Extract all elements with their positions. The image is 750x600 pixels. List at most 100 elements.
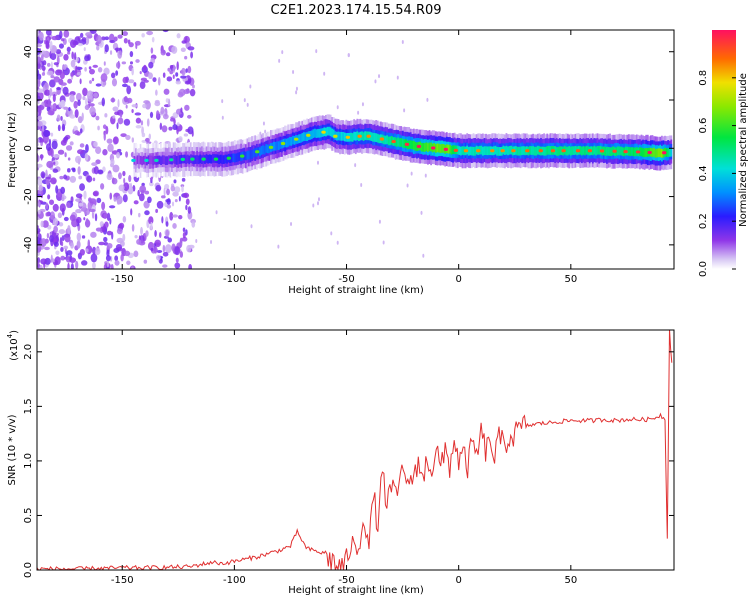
spectrogram-noise-blob: [122, 194, 128, 203]
spectrogram-noise-blob: [60, 82, 67, 86]
spectrogram-noise-blob: [41, 124, 45, 132]
spectrogram-noise-blob: [81, 235, 86, 239]
spectrogram-ridge-cell: [628, 147, 630, 156]
spectrogram-noise-blob: [78, 175, 83, 180]
spectrogram-noise-blob: [166, 76, 173, 82]
spectrogram-noise-blob: [141, 33, 145, 38]
spectrogram-noise-blob: [149, 111, 154, 119]
spectrogram-noise-blob: [95, 115, 100, 121]
spectrogram-ridge-cell: [150, 155, 153, 165]
spectrogram-speckle: [378, 219, 381, 224]
spectrogram-noise-blob: [114, 255, 119, 262]
snr-y-ticks: 0.0 0.5 1.0 1.5 2.0: [23, 344, 674, 578]
spectrogram-noise-blob: [61, 99, 66, 107]
spectrogram-ridge-cell: [450, 145, 453, 155]
spectrogram-noise-blob: [154, 230, 157, 238]
spectrogram-noise-blob: [37, 115, 43, 121]
spectrogram-noise-blob: [74, 155, 82, 164]
x-tick-label: -150: [111, 274, 134, 285]
spectrogram-ridge-cell: [249, 150, 252, 159]
spectrogram-ridge-cell: [634, 147, 637, 157]
spectrogram-noise-blob: [106, 173, 113, 181]
y-tick-label: 0.5: [23, 508, 34, 524]
spectrogram-ridge-cell: [164, 156, 167, 166]
spectrogram-noise-blob: [101, 97, 105, 107]
spectrogram-noise-blob: [128, 79, 135, 84]
spectrogram-noise-blob: [65, 145, 73, 151]
spectrogram-noise-blob: [69, 39, 77, 48]
spectrogram-noise-blob: [43, 129, 50, 138]
spectrogram-ridge-cell: [420, 142, 423, 152]
colorbar-tick-label: 0.2: [698, 213, 709, 229]
spectrogram-ridge-cell: [430, 142, 432, 152]
spectrogram-noise-blob: [175, 257, 179, 263]
spectrogram-noise-blob: [184, 104, 190, 111]
spectrogram-ridge-cell: [277, 141, 280, 151]
spectrogram-noise-blob: [89, 68, 95, 75]
spectrogram-noise-blob: [37, 225, 40, 229]
spectrogram-ridge-cell: [645, 148, 648, 157]
spectrogram-noise-blob: [109, 40, 116, 44]
spectrogram-noise-blob: [138, 193, 145, 202]
spectrogram-noise-blob: [172, 64, 176, 73]
spectrogram-noise-blob: [150, 247, 154, 252]
spectrogram-noise-blob: [103, 132, 106, 141]
spectrogram-noise-blob: [143, 200, 150, 209]
spectrogram-noise-blob: [165, 98, 169, 103]
spectrogram-noise-blob: [110, 263, 114, 269]
spectrogram-ridge-cell: [547, 145, 550, 155]
spectrogram-noise-blob: [49, 235, 54, 243]
spectrogram-noise-blob: [66, 202, 71, 208]
spectrogram-noise-blob: [105, 254, 111, 262]
spectrogram-noise-blob: [130, 208, 133, 216]
spectrogram-peak: [268, 145, 274, 149]
spectrogram-noise-blob: [46, 70, 54, 76]
spectrogram-noise-blob: [117, 34, 123, 39]
spectrogram-ridge-cell: [488, 146, 491, 156]
spectrogram-ridge-cell: [244, 151, 247, 161]
spectrogram-ridge-cell: [177, 155, 180, 165]
spectrogram-speckle: [357, 110, 360, 115]
spectrogram-ridge-cell: [536, 145, 539, 155]
spectrogram-peak: [511, 149, 516, 153]
spectrogram-noise-blob: [122, 31, 128, 37]
spectrogram-noise-blob: [97, 169, 104, 175]
spectrogram-noise-blob: [70, 59, 76, 68]
spectrogram-noise-blob: [138, 212, 141, 218]
spectrogram-noise-blob: [37, 120, 43, 127]
y-tick-label: 1.0: [23, 453, 34, 469]
spectrogram-noise-blob: [181, 236, 188, 242]
spectrogram-y-label: Frequency (Hz): [7, 112, 18, 188]
spectrogram-peak: [453, 148, 459, 153]
spectrogram-ridge-cell: [467, 146, 470, 156]
spectrogram-ridge-cell: [139, 155, 142, 165]
spectrogram-noise-blob: [94, 213, 98, 222]
spectrogram-speckle: [290, 221, 293, 226]
y-tick-label: 20: [23, 94, 34, 107]
spectrogram-peak: [280, 141, 286, 146]
spectrogram-noise-blob: [178, 214, 183, 220]
spectrogram-ridge-cell: [617, 146, 619, 156]
spectrogram-noise-blob: [63, 136, 69, 141]
spectrogram-ridge-cell: [452, 145, 454, 154]
spectrogram-noise-blob: [162, 30, 169, 33]
spectrogram-noise-blob: [106, 230, 113, 236]
spectrogram-speckle: [410, 171, 413, 176]
spectrogram-noise-blob: [152, 77, 157, 83]
spectrogram-ridge-cell: [557, 147, 560, 156]
spectrogram-noise-blob: [53, 225, 58, 234]
colorbar-gradient: [712, 30, 736, 269]
spectrogram-ridge-cell: [580, 146, 583, 156]
spectrogram-ridge-cell: [135, 156, 137, 166]
spectrogram-noise-blob: [75, 198, 82, 202]
spectrogram-noise-blob: [45, 30, 52, 36]
spectrogram-noise-blob: [136, 239, 142, 245]
spectrogram-noise-blob: [149, 181, 154, 187]
figure-title: C2E1.2023.174.15.54.R09: [270, 3, 441, 18]
spectrogram-ridge-cell: [299, 134, 302, 143]
spectrogram-ridge-cell: [251, 150, 254, 159]
spectrogram-ridge-cell: [260, 146, 263, 155]
spectrogram-noise-blob: [165, 229, 170, 237]
y-tick-label: 1.5: [23, 398, 34, 414]
spectrogram-speckle: [336, 105, 339, 110]
